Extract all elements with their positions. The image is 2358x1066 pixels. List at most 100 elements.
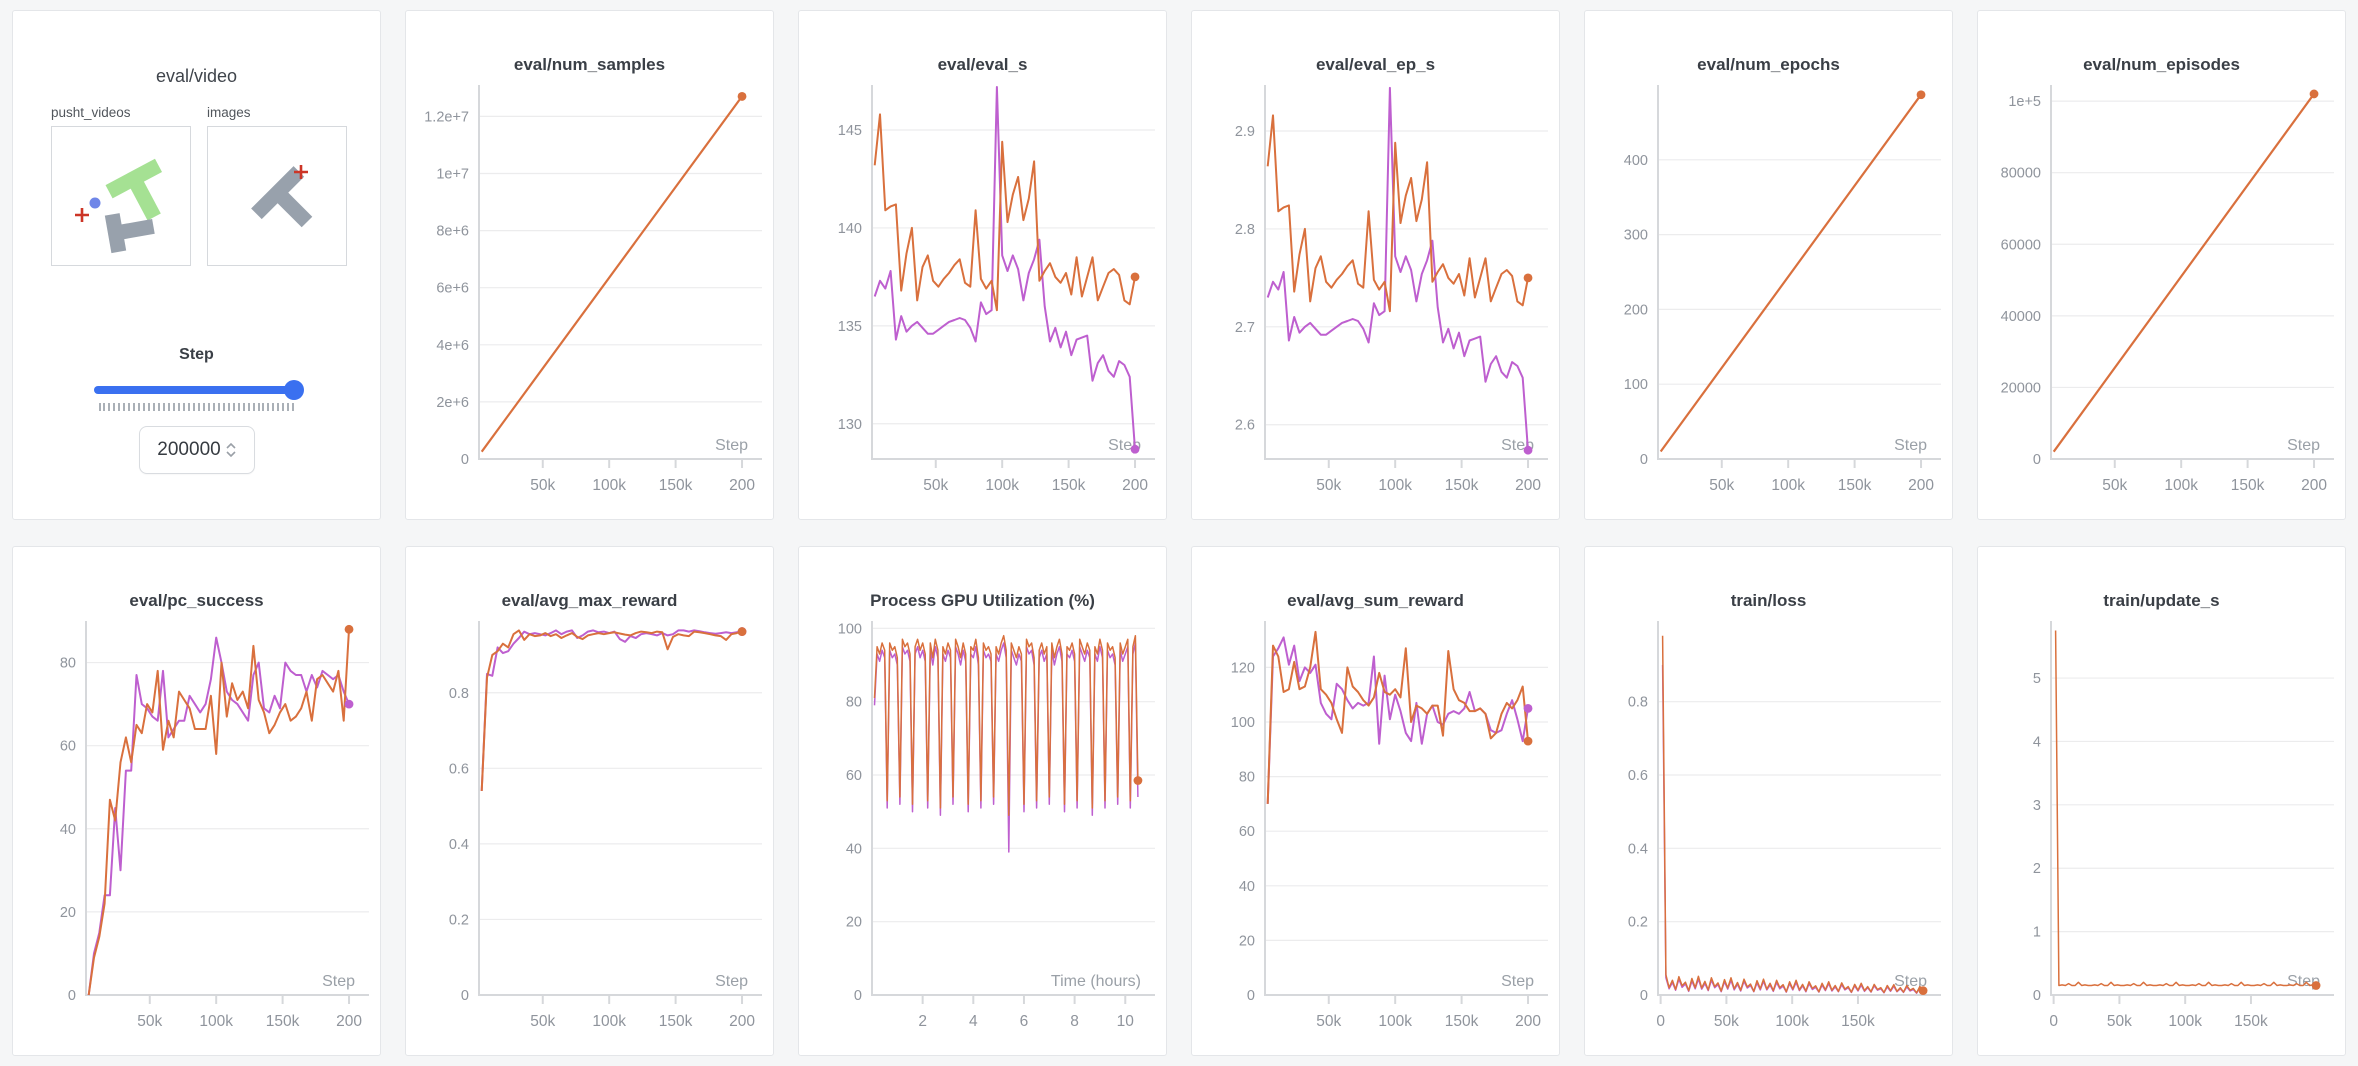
svg-text:200: 200 [1908, 477, 1934, 494]
svg-text:0: 0 [1247, 988, 1255, 1004]
svg-text:1: 1 [2033, 925, 2041, 941]
svg-text:150k: 150k [1841, 1013, 1875, 1030]
svg-text:100k: 100k [2168, 1013, 2202, 1030]
stepper [226, 443, 236, 457]
chart-canvas-eval-num-epochs[interactable]: 0 100 200 300 400 50k 100k 150k 200 Step [1594, 77, 1943, 513]
chart-title: eval/avg_max_reward [501, 591, 678, 610]
svg-text:2.7: 2.7 [1235, 320, 1255, 336]
svg-text:2: 2 [2033, 861, 2041, 877]
svg-text:50k: 50k [1316, 477, 1341, 494]
chart-title: eval/eval_ep_s [1315, 55, 1436, 74]
svg-text:20000: 20000 [2001, 380, 2041, 396]
goal-tee-shape [105, 158, 163, 221]
panel-eval-pc-success: eval/pc_success 0 20 40 60 80 50k 100k 150k 200 St… [12, 546, 381, 1056]
stepper-up-icon[interactable] [226, 443, 236, 449]
svg-text:20: 20 [60, 905, 76, 921]
svg-text:300: 300 [1624, 228, 1648, 244]
svg-text:Step: Step [1501, 973, 1534, 990]
svg-text:Time (hours): Time (hours) [1051, 973, 1141, 990]
svg-text:2.6: 2.6 [1235, 418, 1255, 434]
svg-text:Step: Step [715, 437, 748, 454]
svg-text:2: 2 [918, 1013, 927, 1030]
svg-text:40000: 40000 [2001, 309, 2041, 325]
svg-text:100k: 100k [1378, 1013, 1412, 1030]
svg-text:100: 100 [1231, 715, 1255, 731]
chart-title: train/update_s [2103, 591, 2220, 610]
svg-text:40: 40 [60, 822, 76, 838]
svg-text:60: 60 [1239, 824, 1255, 840]
svg-text:2e+6: 2e+6 [436, 395, 469, 411]
step-slider-track[interactable] [93, 386, 300, 394]
svg-text:20: 20 [846, 915, 862, 931]
svg-text:200: 200 [729, 1013, 755, 1030]
stepper-down-icon[interactable] [226, 451, 236, 457]
svg-text:200: 200 [1122, 477, 1148, 494]
svg-text:150k: 150k [659, 477, 693, 494]
svg-text:0.6: 0.6 [1628, 768, 1648, 784]
step-slider[interactable] [93, 380, 304, 400]
chart-canvas-process-gpu-utilization[interactable]: 0 20 40 60 80 100 2 4 6 8 10 Time (hours) [808, 613, 1157, 1049]
svg-text:6: 6 [1020, 1013, 1029, 1030]
panel-eval-num-episodes: eval/num_episodes 0 20000 40000 60000 80000 1e… [1977, 10, 2346, 520]
svg-text:1.2e+7: 1.2e+7 [424, 109, 469, 125]
panel-eval-num-epochs: eval/num_epochs 0 100 200 300 400 50k 100k 150k 2… [1584, 10, 1953, 520]
step-slider-thumb[interactable] [283, 380, 304, 400]
svg-text:Step: Step [322, 973, 355, 990]
panel-title-eval-video: eval/video [155, 66, 238, 86]
svg-text:Step: Step [715, 973, 748, 990]
chart-canvas-train-loss[interactable]: 0 0.2 0.4 0.6 0.8 0 50k 100k 150k Step [1594, 613, 1943, 1049]
svg-text:2.9: 2.9 [1235, 124, 1255, 140]
svg-text:100k: 100k [1775, 1013, 1809, 1030]
svg-text:145: 145 [838, 123, 862, 139]
svg-text:200: 200 [2301, 477, 2327, 494]
chart-canvas-eval-avg-sum-reward[interactable]: 0 20 40 60 80 100 120 50k 100k 150k 200 Step [1201, 613, 1550, 1049]
svg-text:0: 0 [461, 452, 469, 468]
chart-canvas-eval-pc-success[interactable]: 0 20 40 60 80 50k 100k 150k 200 Step [22, 613, 371, 1049]
chart-title: eval/num_samples [513, 55, 666, 74]
svg-text:80: 80 [60, 656, 76, 672]
images-thumbnail[interactable] [207, 126, 347, 266]
svg-text:4: 4 [969, 1013, 978, 1030]
pusht-video-thumbnail[interactable] [51, 126, 191, 266]
svg-text:2.8: 2.8 [1235, 222, 1255, 238]
svg-text:135: 135 [838, 319, 862, 335]
chart-canvas-eval-num-samples[interactable]: 0 2e+6 4e+6 6e+6 8e+6 1e+7 1.2e+7 50k 100k 150k 20… [415, 77, 764, 513]
svg-text:0.2: 0.2 [1628, 915, 1648, 931]
svg-text:60: 60 [60, 739, 76, 755]
panel-eval-num-samples: eval/num_samples 0 2e+6 4e+6 6e+6 8e+6 1e+7 1.2… [405, 10, 774, 520]
agent-dot [89, 197, 101, 209]
panel-eval-video: eval/video pusht_videos [12, 10, 381, 520]
svg-text:100k: 100k [592, 1013, 626, 1030]
svg-text:200: 200 [1515, 1013, 1541, 1030]
chart-title: train/loss [1730, 591, 1807, 610]
svg-text:0.4: 0.4 [449, 837, 469, 853]
svg-text:0: 0 [461, 988, 469, 1004]
step-value-input[interactable]: 200000 [138, 426, 255, 474]
svg-text:400: 400 [1624, 153, 1648, 169]
svg-text:60: 60 [846, 768, 862, 784]
chart-canvas-eval-avg-max-reward[interactable]: 0 0.2 0.4 0.6 0.8 50k 100k 150k 200 Step [415, 613, 764, 1049]
svg-text:150k: 150k [2231, 477, 2265, 494]
chart-canvas-eval-num-episodes[interactable]: 0 20000 40000 60000 80000 1e+5 50k 100k 150k 200 S… [1987, 77, 2336, 513]
svg-text:100k: 100k [1771, 477, 1805, 494]
slider-tick-marks [98, 403, 295, 411]
svg-text:0: 0 [1640, 452, 1648, 468]
svg-text:50k: 50k [530, 477, 555, 494]
svg-text:80: 80 [846, 695, 862, 711]
svg-text:0: 0 [68, 988, 76, 1004]
panel-process-gpu-utilization: Process GPU Utilization (%) 0 20 40 60 80 100 2… [798, 546, 1167, 1056]
svg-text:1e+7: 1e+7 [436, 167, 469, 183]
svg-text:50k: 50k [2107, 1013, 2132, 1030]
svg-text:40: 40 [846, 841, 862, 857]
svg-text:6e+6: 6e+6 [436, 281, 469, 297]
panel-eval-avg-max-reward: eval/avg_max_reward 0 0.2 0.4 0.6 0.8 50k 100k 1… [405, 546, 774, 1056]
svg-text:4: 4 [2033, 734, 2041, 750]
svg-text:140: 140 [838, 221, 862, 237]
svg-text:120: 120 [1231, 660, 1255, 676]
media-label-images: images [207, 105, 251, 120]
svg-text:200: 200 [1624, 302, 1648, 318]
